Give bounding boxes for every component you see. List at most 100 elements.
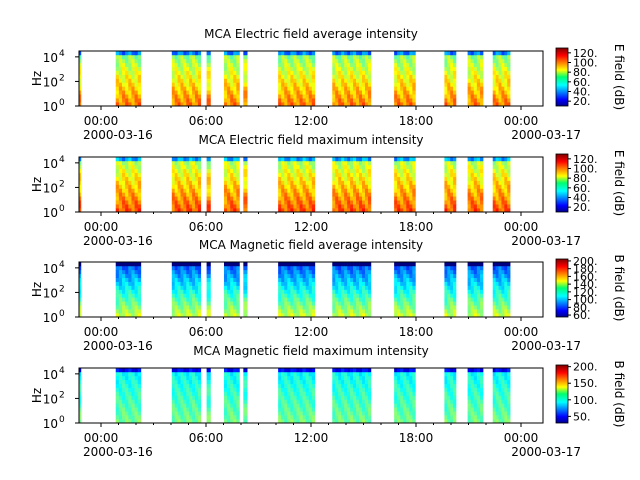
spectrogram-cell <box>195 66 199 71</box>
spectrogram-cell <box>450 204 454 209</box>
spectrogram-cell <box>338 407 342 412</box>
spectrogram-cell <box>227 157 231 162</box>
spectrogram-cell <box>299 313 303 318</box>
spectrogram-cell <box>79 289 82 294</box>
y-tick-label: 10 <box>43 392 58 406</box>
spectrogram-cell <box>400 188 404 193</box>
spectrogram-cell <box>206 176 211 181</box>
spectrogram-cell <box>450 188 454 193</box>
spectrogram-cell <box>498 273 502 279</box>
spectrogram-cell <box>498 289 502 294</box>
spectrogram-cell <box>171 395 175 400</box>
spectrogram-cell <box>344 172 348 177</box>
spectrogram-cell <box>470 176 475 181</box>
spectrogram-cell <box>118 74 123 79</box>
spectrogram-cell <box>177 269 181 275</box>
spectrogram-cell <box>125 379 129 385</box>
spectrogram-cell <box>335 78 339 83</box>
x-date-end: 2000-03-17 <box>511 128 581 142</box>
spectrogram-cell <box>128 208 132 213</box>
spectrogram-cell <box>115 395 120 400</box>
spectrogram-cell <box>406 188 410 193</box>
spectrogram-cell <box>450 58 454 64</box>
spectrogram-cell <box>302 301 306 306</box>
spectrogram-cell <box>230 403 234 408</box>
spectrogram-cell <box>131 285 135 290</box>
spectrogram-cell <box>367 98 372 103</box>
spectrogram-cell <box>137 403 142 408</box>
spectrogram-cell <box>470 415 475 420</box>
spectrogram-cell <box>473 289 478 294</box>
spectrogram-cell <box>189 54 193 60</box>
spectrogram-cell <box>293 98 297 103</box>
spectrogram-cell <box>341 78 345 83</box>
spectrogram-cell <box>137 82 142 87</box>
spectrogram-cell <box>299 74 303 79</box>
spectrogram-cell <box>230 399 234 404</box>
spectrogram-cell <box>230 411 234 416</box>
spectrogram-cell <box>243 66 248 71</box>
spectrogram-cell <box>299 305 303 310</box>
spectrogram-cell <box>479 180 484 185</box>
spectrogram-cell <box>192 172 196 177</box>
spectrogram-cell <box>230 90 234 95</box>
spectrogram-cell <box>364 379 369 385</box>
spectrogram-cell <box>131 411 135 416</box>
spectrogram-cell <box>183 262 187 267</box>
spectrogram-cell <box>131 200 135 205</box>
spectrogram-cell <box>476 82 481 87</box>
spectrogram-cell <box>409 58 413 64</box>
spectrogram-cell <box>308 157 313 162</box>
spectrogram-cell <box>498 164 502 170</box>
spectrogram-cell <box>125 293 129 298</box>
spectrogram-cell <box>278 208 282 213</box>
spectrogram-cell <box>394 74 398 79</box>
spectrogram-cell <box>236 66 240 71</box>
spectrogram-cell <box>332 273 336 279</box>
spectrogram-cell <box>473 293 478 298</box>
spectrogram-cell <box>308 90 313 95</box>
spectrogram-cell <box>131 102 135 107</box>
spectrogram-cell <box>197 204 202 209</box>
spectrogram-cell <box>134 168 139 174</box>
spectrogram-cell <box>450 176 454 181</box>
spectrogram-cell <box>479 204 484 209</box>
spectrogram-cell <box>367 375 372 381</box>
spectrogram-cell <box>186 90 190 95</box>
spectrogram-cell <box>479 281 484 286</box>
spectrogram-cell <box>444 277 448 282</box>
spectrogram-cell <box>177 407 181 412</box>
spectrogram-cell <box>299 102 303 107</box>
spectrogram-cell <box>118 403 123 408</box>
spectrogram-cell <box>473 176 478 181</box>
spectrogram-cell <box>236 407 240 412</box>
spectrogram-cell <box>356 86 360 91</box>
spectrogram-cell <box>299 196 303 201</box>
spectrogram-cell <box>287 379 291 385</box>
spectrogram-cell <box>79 411 82 416</box>
spectrogram-cell <box>473 391 478 396</box>
spectrogram-cell <box>492 192 496 197</box>
spectrogram-cell <box>299 379 303 385</box>
spectrogram-cell <box>278 200 282 205</box>
spectrogram-cell <box>195 51 199 56</box>
spectrogram-cell <box>195 54 199 60</box>
spectrogram-cell <box>118 188 123 193</box>
spectrogram-cell <box>364 411 369 416</box>
spectrogram-cell <box>137 58 142 64</box>
spectrogram-cell <box>174 313 178 318</box>
spectrogram-cell <box>183 293 187 298</box>
spectrogram-cell <box>171 277 175 282</box>
spectrogram-cell <box>364 172 369 177</box>
spectrogram-cell <box>498 309 502 314</box>
spectrogram-cell <box>447 208 451 213</box>
spectrogram-cell <box>137 86 142 91</box>
spectrogram-cell <box>453 285 457 290</box>
spectrogram-cell <box>305 383 310 388</box>
spectrogram-cell <box>192 188 196 193</box>
spectrogram-cell <box>347 371 351 377</box>
spectrogram-cell <box>498 371 502 377</box>
spectrogram-cell <box>183 419 187 424</box>
spectrogram-cell <box>230 281 234 286</box>
spectrogram-cell <box>367 387 372 392</box>
